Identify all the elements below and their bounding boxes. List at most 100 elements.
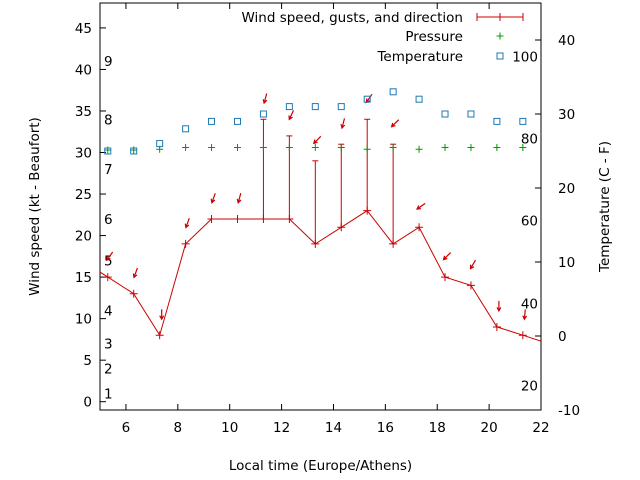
y-tick-label: 25 [75,187,92,203]
x-tick-label: 14 [325,420,342,436]
temperature-point [363,95,371,103]
pressure-point [285,144,293,152]
temperature-point [104,147,112,155]
y-tick-label: 5 [83,353,92,369]
legend-temperature-label: Temperature [376,49,463,65]
legend-pressure-swatch [496,32,504,40]
plot-area [100,88,541,342]
wind-speed-point [233,214,242,223]
pressure-point [441,144,449,152]
wind-speed-point [285,214,294,223]
pressure-point [415,145,423,153]
y2-tick-label: 20 [558,181,575,197]
wind-speed-point [103,273,112,282]
y2-tick-label: 30 [558,107,575,123]
wind-speed-point [337,223,346,232]
wind-speed-point [207,214,216,223]
y2-tick-label: 40 [558,33,575,49]
wind-direction-arrow [365,93,373,104]
wind-speed-point [129,289,138,298]
wind-speed-point [363,206,372,215]
wind-speed-point [155,331,164,340]
x-tick-label: 22 [532,420,549,436]
wind-speed-point [441,273,450,282]
pressure-point [389,144,397,152]
temperature-point [156,140,164,148]
y2-axis-label: Temperature (C - F) [597,141,613,273]
y-tick-label: 30 [75,146,92,162]
pressure-point [519,144,527,152]
y-axis-label: Wind speed (kt - Beaufort) [27,117,43,296]
y-tick-label: 0 [83,395,92,411]
beaufort-label: 4 [104,303,113,319]
temperature-point [467,110,475,118]
wind-direction-arrow [184,217,190,229]
beaufort-label: 1 [104,386,113,402]
wind-speed-point [181,239,190,248]
fahrenheit-label: 60 [521,214,538,230]
wind-speed-line [100,210,541,342]
y-tick-label: 10 [75,312,92,328]
temperature-point [311,103,319,111]
temperature-point [285,103,293,111]
legend-temperature-swatch [496,52,504,60]
temperature-point [182,125,190,133]
beaufort-label: 3 [104,337,113,353]
pressure-point [363,145,371,153]
x-tick-label: 16 [377,420,394,436]
temperature-point [233,117,241,125]
plot-border [99,2,542,411]
y2-tick-label: -10 [558,403,580,419]
wind-speed-point [492,322,501,331]
x-tick-label: 10 [221,420,238,436]
axis-ticks: 6 8 10 12 14 16 18 20 22051015202530354045-10010… [75,3,580,436]
fahrenheit-label: 100 [512,49,538,65]
wind-direction-arrow [442,252,452,261]
series-layer [100,88,541,342]
wind-speed-point [415,223,424,232]
beaufort-label: 7 [104,162,113,178]
temperature-point [493,117,501,125]
wind-direction-arrow [390,119,400,128]
wind-direction-arrow [132,267,138,279]
wind-direction-arrow [236,192,242,205]
legend-wind-swatch-marker [496,13,504,21]
temperature-point [337,103,345,111]
temperature-point [441,110,449,118]
y-tick-label: 20 [75,229,92,245]
x-tick-label: 18 [429,420,446,436]
beaufort-label: 8 [104,112,113,128]
pressure-point [182,144,190,152]
scale-labels: 1 2 3 4 5 6 7 8 9 20 40 60 80 100 [104,49,538,402]
wind-direction-arrow [415,202,426,210]
y-tick-label: 40 [75,62,92,78]
fahrenheit-label: 40 [521,296,538,312]
wind-speed-point [259,214,268,223]
legend-wind-label: Wind speed, gusts, and direction [241,10,463,26]
wind-speed-point [389,239,398,248]
beaufort-label: 5 [104,253,113,269]
temperature-point [415,95,423,103]
wind-direction-arrow [312,135,322,145]
plot-frame [99,2,542,411]
y-tick-label: 35 [75,104,92,120]
wind-direction-arrow [522,309,528,321]
x-tick-label: 20 [481,420,498,436]
temperature-point [130,147,138,155]
y2-tick-label: 0 [558,329,567,345]
temperature-point [389,88,397,96]
x-tick-label: 6 [122,420,131,436]
wind-direction-arrow [262,93,268,105]
y-tick-label: 15 [75,270,92,286]
wind-speed-point [518,331,527,340]
wind-direction-arrow [340,118,346,130]
y-tick-label: 45 [75,21,92,37]
y2-tick-label: 10 [558,255,575,271]
wind-direction-arrow [496,300,502,313]
fahrenheit-label: 20 [521,379,538,395]
legend-pressure-label: Pressure [405,29,463,45]
pressure-point [208,144,216,152]
pressure-point [259,144,267,152]
pressure-point [311,144,319,152]
